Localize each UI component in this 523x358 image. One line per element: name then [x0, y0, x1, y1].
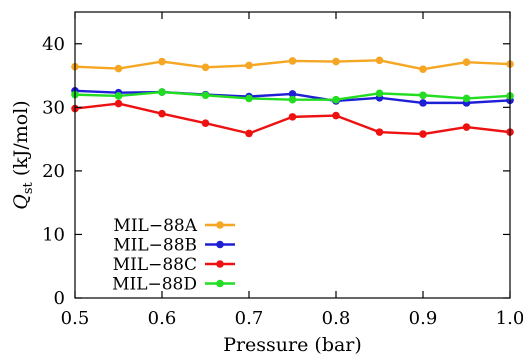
y-tick-label: 30 — [42, 97, 65, 118]
data-point-mil-88d — [114, 92, 123, 100]
data-point-mil-88c — [375, 128, 384, 136]
data-point-mil-88c — [332, 111, 340, 120]
data-point-mil-88a — [114, 64, 123, 73]
legend-label-mil-88b: MIL−88B — [113, 236, 197, 256]
data-point-mil-88d — [419, 91, 427, 100]
data-point-mil-88c — [462, 123, 471, 131]
x-tick-label: 0.9 — [409, 308, 438, 329]
y-axis-title-subscript: st — [21, 181, 36, 194]
y-tick-label: 0 — [54, 288, 65, 309]
data-point-mil-88b — [288, 90, 297, 98]
data-point-mil-88a — [245, 61, 253, 70]
data-point-mil-88a — [332, 57, 340, 66]
data-point-mil-88d — [201, 91, 210, 100]
data-point-mil-88d — [158, 88, 166, 96]
data-point-mil-88c — [419, 130, 427, 138]
ticks-layer: 0.5 0.6 0.7 0.8 0.9 1.0 0 10 20 30 40 — [42, 12, 523, 329]
x-tick-label: 0.5 — [61, 308, 90, 329]
x-tick-label: 0.8 — [322, 308, 351, 329]
plot-frame — [74, 11, 511, 299]
data-point-mil-88c — [158, 109, 166, 118]
data-point-mil-88a — [419, 65, 427, 73]
y-axis-title-main: Q — [10, 194, 32, 210]
data-point-mil-88c — [114, 99, 123, 108]
data-point-mil-88a — [201, 63, 210, 72]
data-point-mil-88d — [245, 94, 253, 103]
x-tick-label: 0.6 — [148, 308, 177, 329]
y-tick-label: 10 — [42, 224, 65, 245]
legend-label-mil-88d: MIL−88D — [112, 275, 197, 295]
x-tick-label: 0.7 — [235, 308, 264, 329]
y-axis-title: Qst (kJ/mol) — [10, 100, 36, 209]
series-layer — [71, 56, 514, 138]
x-axis-title: Pressure (bar) — [223, 334, 362, 356]
y-tick-label: 20 — [42, 161, 65, 182]
data-point-mil-88d — [288, 95, 297, 104]
legend-label-mil-88c: MIL−88C — [113, 255, 197, 275]
legend-marker-mil-88a — [216, 221, 224, 229]
data-point-mil-88d — [332, 95, 340, 104]
data-point-mil-88a — [288, 57, 297, 65]
data-point-mil-88b — [419, 99, 427, 107]
data-point-mil-88a — [158, 57, 166, 66]
x-tick-label: 1.0 — [496, 308, 523, 329]
legend-label-mil-88a: MIL−88A — [113, 216, 197, 236]
y-axis-title-unit: (kJ/mol) — [10, 100, 32, 182]
data-point-mil-88c — [245, 129, 253, 138]
legend-marker-mil-88c — [216, 260, 224, 268]
data-point-mil-88a — [462, 58, 471, 67]
data-point-mil-88d — [462, 94, 471, 103]
y-tick-label: 40 — [42, 34, 65, 55]
data-point-mil-88c — [201, 119, 210, 128]
legend-marker-mil-88b — [216, 240, 224, 249]
data-point-mil-88d — [375, 89, 384, 98]
legend-marker-mil-88d — [216, 279, 224, 288]
data-point-mil-88c — [288, 113, 297, 121]
data-point-mil-88a — [375, 56, 384, 65]
